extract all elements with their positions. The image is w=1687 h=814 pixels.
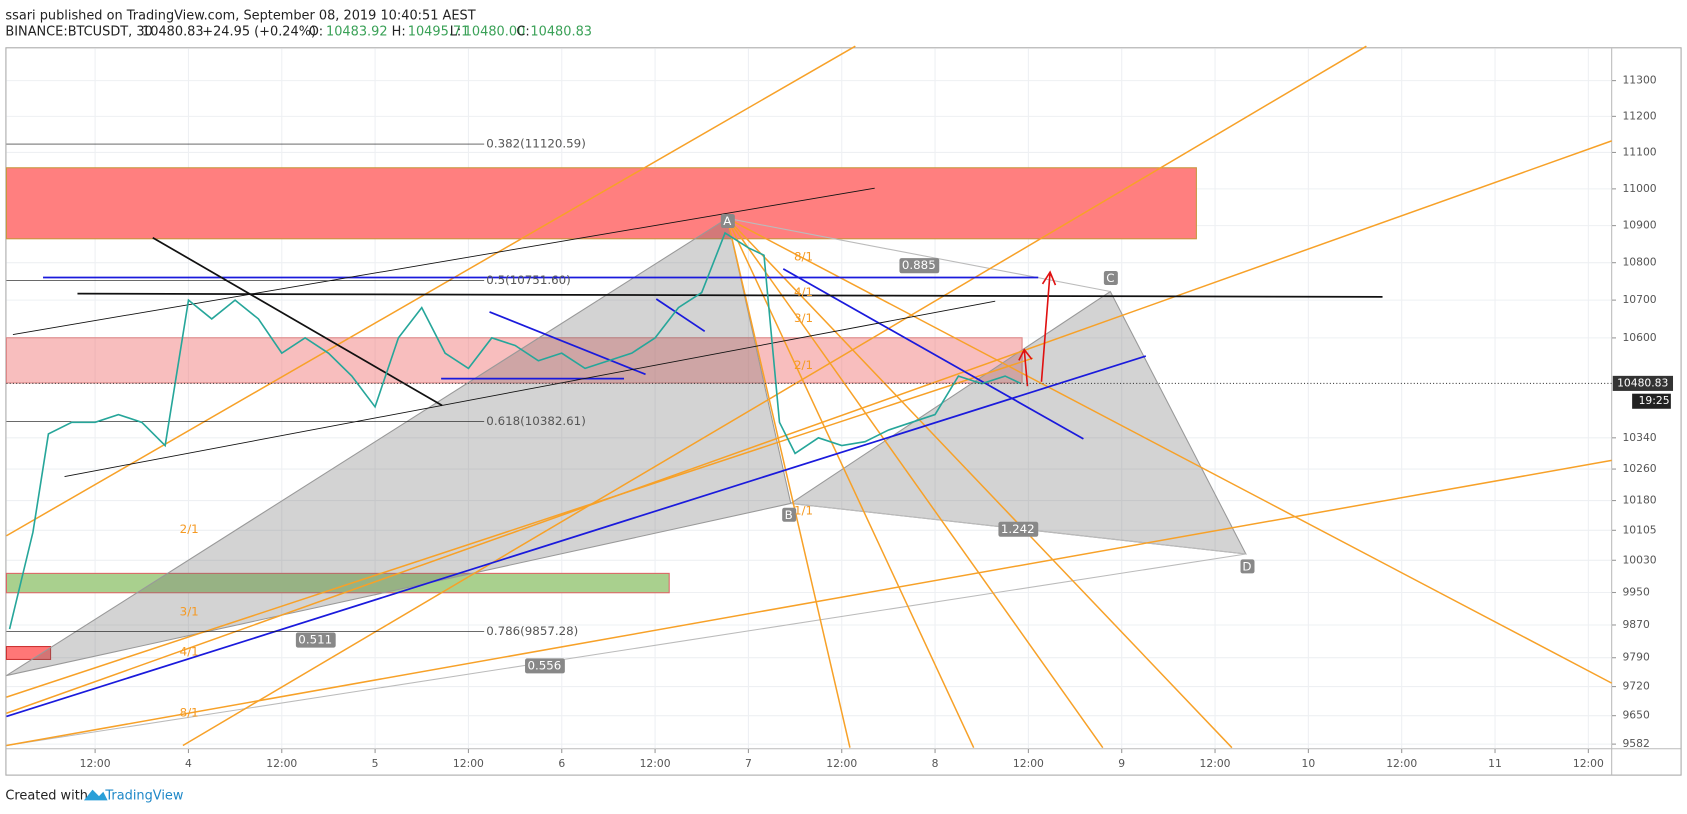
price-line xyxy=(8,231,1021,630)
fan-label: 2/1 xyxy=(794,358,813,372)
x-tick-label: 12:00 xyxy=(80,757,111,770)
y-tick-label: 11100 xyxy=(1622,145,1656,158)
fan-label: 1/1 xyxy=(794,503,813,517)
last-price-box xyxy=(1612,375,1674,391)
grid xyxy=(6,48,1612,749)
x-tick-label: 10 xyxy=(1302,757,1316,770)
y-tick-label: 9582 xyxy=(1622,737,1649,750)
symbol: BINANCE:BTCUSDT, 30 xyxy=(5,25,152,40)
ohlc-label: C: xyxy=(516,25,529,40)
harmonic-tags: A B C D 0.885 1.242 0.511 0.556 xyxy=(295,214,1255,674)
harmonic-line xyxy=(6,553,1246,747)
ratio-label: 0.885 xyxy=(902,258,936,272)
y-tick-label: 9720 xyxy=(1622,680,1650,693)
x-tick-label: 12:00 xyxy=(453,757,484,770)
y-tick-label: 10600 xyxy=(1622,331,1656,344)
y-tick-label: 10105 xyxy=(1622,523,1656,536)
blue-lines xyxy=(6,268,1147,718)
frame xyxy=(5,47,1682,776)
x-tick-label: 12:00 xyxy=(1200,757,1231,770)
x-tick-label: 12:00 xyxy=(1386,757,1417,770)
y-tick-label: 10340 xyxy=(1622,431,1656,444)
x-tick-label: 4 xyxy=(185,757,192,770)
arrows xyxy=(1018,270,1057,387)
fan-label: 2/1 xyxy=(180,522,199,536)
logo xyxy=(83,789,108,801)
harmonic-xab xyxy=(6,217,792,677)
x-tick-label: 7 xyxy=(745,757,752,770)
ohlc-value: 10480.00 xyxy=(464,25,526,40)
ratio-label: 1.242 xyxy=(1001,522,1035,536)
y-tick-label: 9790 xyxy=(1622,651,1650,664)
y-tick-label: 10030 xyxy=(1622,553,1656,566)
y-tick-label: 10800 xyxy=(1622,256,1656,269)
x-tick-label: 12:00 xyxy=(266,757,297,770)
ohlc-value: 10480.83 xyxy=(530,25,592,40)
resistance-zone xyxy=(5,167,1197,240)
support-zone xyxy=(5,572,670,594)
point-label: D xyxy=(1242,559,1251,573)
fan-label: 4/1 xyxy=(180,644,199,658)
footer-text: Created with xyxy=(5,789,88,804)
x-tick-label: 8 xyxy=(932,757,939,770)
ohlc-value: 10495.71 xyxy=(408,25,470,40)
last: 10480.83 xyxy=(142,25,204,40)
footer-brand[interactable]: TradingView xyxy=(104,789,183,804)
x-tick-label: 12:00 xyxy=(1013,757,1044,770)
change: +24.95 (+0.24%) xyxy=(202,25,316,40)
y-tick-label: 9950 xyxy=(1622,586,1650,599)
y-tick-label: 10700 xyxy=(1622,293,1656,306)
gann-fans xyxy=(6,45,1613,749)
fan-label: 8/1 xyxy=(180,706,199,720)
fib-label: 0.618(10382.61) xyxy=(486,414,586,428)
x-tick-label: 11 xyxy=(1488,757,1502,770)
x-tick-label: 12:00 xyxy=(640,757,671,770)
harmonic-bcd xyxy=(789,290,1247,555)
ratio-label: 0.511 xyxy=(298,633,332,647)
harmonic-line xyxy=(727,217,1111,293)
ratio-label: 0.556 xyxy=(527,658,561,672)
ohlc-value: 10483.92 xyxy=(326,25,388,40)
x-tick-label: 9 xyxy=(1118,757,1125,770)
x-tick-label: 12:00 xyxy=(826,757,857,770)
y-tick-label: 9650 xyxy=(1622,709,1650,722)
countdown-box xyxy=(1632,393,1671,409)
point-label: A xyxy=(723,214,731,228)
y-tick-label: 9870 xyxy=(1622,618,1650,631)
small-zone xyxy=(5,646,52,660)
point-label: B xyxy=(785,508,793,522)
y-tick-label: 10180 xyxy=(1622,494,1656,507)
y-tick-label: 11200 xyxy=(1622,109,1656,122)
fib-label: 0.382(11120.59) xyxy=(486,137,586,151)
ohlc-label: H: xyxy=(392,25,406,40)
y-tick-label: 11000 xyxy=(1622,182,1656,195)
fib-label: 0.786(9857.28) xyxy=(486,624,578,638)
y-tick-label: 10260 xyxy=(1622,462,1656,475)
x-tick-label: 5 xyxy=(372,757,379,770)
ohlc-label: O: xyxy=(309,25,323,40)
y-tick-label: 11300 xyxy=(1622,74,1656,87)
countdown: 19:25 xyxy=(1639,394,1670,407)
x-tick-label: 6 xyxy=(558,757,565,770)
fan-label: 3/1 xyxy=(794,311,813,325)
last-price-label: 10480.83 xyxy=(1617,376,1668,389)
y-tick-label: 10900 xyxy=(1622,219,1656,232)
fan-label: 8/1 xyxy=(794,250,813,264)
fib-label: 0.5(10751.60) xyxy=(486,273,570,287)
drawings xyxy=(5,45,1613,749)
ohlc-label: L: xyxy=(450,25,462,40)
black-lines xyxy=(6,143,1383,632)
x-tick-label: 12:00 xyxy=(1573,757,1604,770)
publisher: ssari published on TradingView.com, Sept… xyxy=(5,9,475,24)
point-label: C xyxy=(1106,271,1114,285)
fan-label: 4/1 xyxy=(794,285,813,299)
fan-label: 3/1 xyxy=(180,605,199,619)
